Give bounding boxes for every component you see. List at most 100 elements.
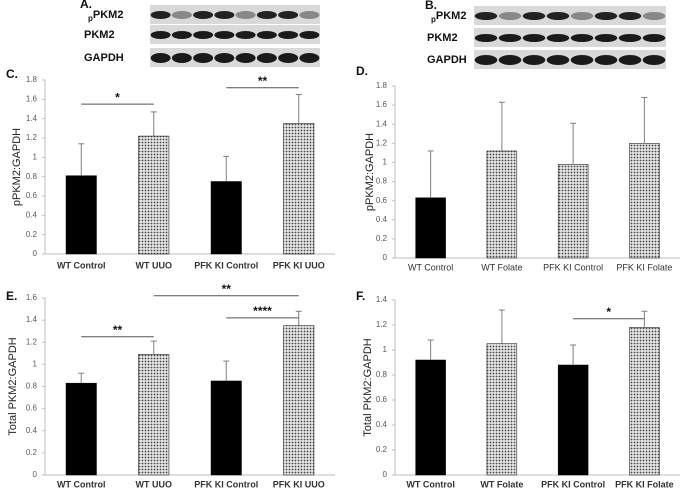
y-tick-label: 0.8 <box>26 172 38 181</box>
y-tick-label: 0.6 <box>26 191 38 200</box>
bar <box>65 175 97 255</box>
y-tick-label: 1.4 <box>376 119 388 128</box>
blot-band <box>642 34 666 42</box>
blot-band <box>570 34 594 42</box>
blot-band <box>171 53 192 63</box>
blot-band <box>642 55 666 65</box>
blot-band <box>278 31 299 39</box>
blot-band <box>193 53 214 63</box>
y-tick-label: 0.2 <box>376 445 388 454</box>
bar <box>65 382 97 476</box>
blot-membrane <box>474 6 666 25</box>
y-tick-label: 0 <box>33 470 38 479</box>
blot-band <box>522 34 546 42</box>
y-tick-label: 1.4 <box>26 315 38 324</box>
significance-label: **** <box>253 304 272 318</box>
blot-band <box>498 12 522 20</box>
blot-label: pPKM2 <box>431 10 466 24</box>
blot-band <box>642 12 666 20</box>
blot-label-main: GAPDH <box>427 54 467 66</box>
x-tick-label: PFK KI Control <box>194 479 258 489</box>
bar <box>629 327 660 476</box>
x-tick-label: WT Control <box>57 479 106 489</box>
blot-label-sub: p <box>431 15 436 24</box>
blot-band <box>235 53 256 63</box>
blot-label-main: GAPDH <box>84 52 124 64</box>
bar <box>415 197 446 259</box>
panel-label: E. <box>6 289 17 303</box>
blot-band <box>150 11 171 19</box>
y-tick-label: 0.2 <box>26 448 38 457</box>
blot-band <box>150 53 171 63</box>
significance-label: * <box>115 90 120 104</box>
blot-band <box>546 34 570 42</box>
x-tick-label: WT Control <box>406 479 455 489</box>
x-tick-label: WT Control <box>57 260 106 270</box>
y-tick-label: 0 <box>383 470 388 479</box>
blot-membrane <box>474 28 666 47</box>
blot-label: pPKM2 <box>88 9 123 23</box>
y-tick-label: 1.2 <box>376 320 388 329</box>
y-tick-label: 1 <box>33 152 38 161</box>
blot-band <box>299 53 320 63</box>
y-tick-label: 0.8 <box>376 370 388 379</box>
blot-band <box>171 31 192 39</box>
y-axis-label: pPKM2:GAPDH <box>364 133 376 211</box>
blot-band <box>278 53 299 63</box>
blot-band <box>546 12 570 20</box>
y-tick-label: 1.6 <box>26 293 38 302</box>
blot-label: PKM2 <box>84 29 115 41</box>
y-tick-label: 0.2 <box>26 230 38 239</box>
blot-band <box>256 53 277 63</box>
x-tick-label: PFK KI UUO <box>273 479 325 489</box>
bar <box>210 380 242 476</box>
y-tick-label: 0.6 <box>376 395 388 404</box>
y-tick-label: 0.6 <box>376 196 388 205</box>
y-axis-label: Total PKM2:GAPDH <box>362 338 374 436</box>
blot-band <box>256 31 277 39</box>
y-tick-label: 0.8 <box>376 177 388 186</box>
y-tick-label: 0.4 <box>26 426 38 435</box>
blot-band <box>618 34 642 42</box>
x-tick-label: WT UUO <box>136 260 173 270</box>
bar <box>283 123 315 255</box>
y-tick-label: 1.4 <box>26 114 38 123</box>
bar <box>486 343 518 476</box>
bar <box>415 359 446 476</box>
x-tick-label: WT Control <box>408 262 453 272</box>
y-tick-label: 0.2 <box>376 234 388 243</box>
bar <box>138 135 170 255</box>
blot-label-sub: p <box>88 14 93 23</box>
panel-label: C. <box>6 67 18 81</box>
blot-band <box>171 11 192 19</box>
blot-band <box>214 53 235 63</box>
y-tick-label: 1.8 <box>376 81 388 90</box>
y-tick-label: 0 <box>33 249 38 258</box>
blot-membrane <box>150 48 320 67</box>
y-tick-label: 1.4 <box>376 295 388 304</box>
blot-band <box>546 55 570 65</box>
panel-label: B. <box>425 0 437 12</box>
y-tick-label: 1 <box>383 345 388 354</box>
panel-label: A. <box>80 0 92 11</box>
y-axis-label: pPKM2:GAPDH <box>11 128 23 206</box>
blot-label-main: PKM2 <box>84 29 115 41</box>
significance-label: ** <box>258 74 268 88</box>
blot-band <box>474 34 498 42</box>
y-tick-label: 0.6 <box>26 404 38 413</box>
blot-band <box>150 31 171 39</box>
significance-label: ** <box>222 282 232 296</box>
x-tick-label: PFK KI Folate <box>616 262 672 272</box>
blot-band <box>474 55 498 65</box>
y-tick-label: 1.6 <box>376 100 388 109</box>
blot-band <box>522 12 546 20</box>
bar <box>210 181 242 255</box>
blot-band <box>498 34 522 42</box>
y-tick-label: 1 <box>33 359 38 368</box>
blot-label: GAPDH <box>427 54 467 66</box>
x-tick-label: WT Folate <box>481 262 522 272</box>
y-tick-label: 1.8 <box>26 75 38 84</box>
blot-band <box>522 55 546 65</box>
blot-membrane <box>474 50 666 69</box>
bar <box>486 150 518 259</box>
